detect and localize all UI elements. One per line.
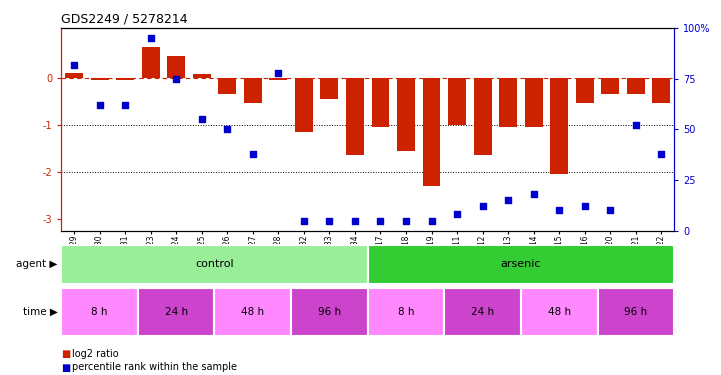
Bar [653, 78, 671, 104]
Bar [521, 288, 598, 336]
Point [451, 211, 463, 217]
Point [375, 217, 386, 223]
Text: 8 h: 8 h [398, 307, 415, 317]
Text: log2 ratio: log2 ratio [72, 350, 119, 359]
Bar [215, 288, 291, 336]
Point [604, 207, 616, 213]
Bar [499, 78, 517, 127]
Bar [91, 78, 109, 80]
Point [273, 70, 284, 76]
Point [170, 76, 182, 82]
Point [120, 102, 131, 108]
Bar [142, 47, 159, 78]
Point [503, 197, 514, 203]
Text: 24 h: 24 h [164, 307, 187, 317]
Bar [627, 78, 645, 94]
Text: ■: ■ [61, 350, 71, 359]
Bar [291, 288, 368, 336]
Text: 96 h: 96 h [624, 307, 647, 317]
Bar [138, 288, 215, 336]
Text: GDS2249 / 5278214: GDS2249 / 5278214 [61, 13, 188, 26]
Text: arsenic: arsenic [500, 260, 541, 269]
Text: agent ▶: agent ▶ [17, 260, 58, 269]
Text: 24 h: 24 h [471, 307, 494, 317]
Bar [116, 78, 134, 80]
Bar [270, 78, 287, 80]
Bar [371, 78, 389, 127]
Text: 48 h: 48 h [242, 307, 265, 317]
Bar [193, 74, 211, 78]
Point [221, 126, 233, 132]
Text: 8 h: 8 h [92, 307, 108, 317]
Point [554, 207, 565, 213]
Bar [397, 78, 415, 151]
Point [298, 217, 309, 223]
Point [579, 203, 590, 209]
Point [655, 151, 667, 157]
Point [324, 217, 335, 223]
Bar [295, 78, 313, 132]
Bar [525, 78, 543, 127]
Bar [598, 288, 674, 336]
Text: ■: ■ [61, 363, 71, 372]
Point [68, 62, 80, 68]
Bar [244, 78, 262, 104]
Bar [448, 78, 466, 124]
Bar [368, 244, 674, 284]
Point [477, 203, 488, 209]
Bar [368, 288, 444, 336]
Bar [167, 56, 185, 78]
Point [196, 116, 208, 122]
Text: 96 h: 96 h [318, 307, 341, 317]
Point [630, 122, 642, 128]
Bar [61, 288, 138, 336]
Bar [346, 78, 364, 155]
Bar [550, 78, 568, 174]
Text: control: control [195, 260, 234, 269]
Point [349, 217, 360, 223]
Bar [218, 78, 236, 94]
Point [528, 191, 539, 197]
Bar [320, 78, 338, 99]
Bar [423, 78, 441, 186]
Point [426, 217, 438, 223]
Point [94, 102, 105, 108]
Point [247, 151, 259, 157]
Text: time ▶: time ▶ [23, 307, 58, 317]
Bar [65, 73, 83, 78]
Point [400, 217, 412, 223]
Point [145, 35, 156, 41]
Bar [576, 78, 593, 104]
Text: 48 h: 48 h [548, 307, 571, 317]
Bar [61, 244, 368, 284]
Bar [474, 78, 492, 155]
Bar [444, 288, 521, 336]
Text: percentile rank within the sample: percentile rank within the sample [72, 363, 237, 372]
Bar [601, 78, 619, 94]
